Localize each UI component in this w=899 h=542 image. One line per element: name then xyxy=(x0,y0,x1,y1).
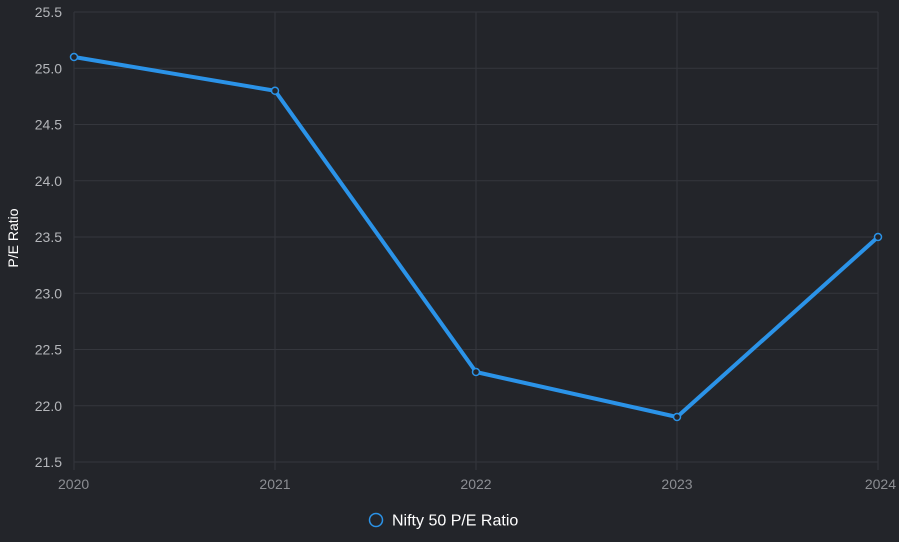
x-axis-ticks: 2020 2021 2022 2023 2024 xyxy=(58,476,896,492)
data-point[interactable] xyxy=(672,412,682,422)
legend[interactable]: Nifty 50 P/E Ratio xyxy=(368,512,519,530)
y-tick-label: 24.5 xyxy=(35,117,62,133)
x-tick-label: 2022 xyxy=(460,476,491,492)
y-axis-title: P/E Ratio xyxy=(5,208,21,267)
y-tick-label: 23.5 xyxy=(35,229,62,245)
data-point[interactable] xyxy=(471,367,481,377)
grid-lines xyxy=(73,11,879,470)
y-tick-label: 21.5 xyxy=(35,454,62,470)
x-tick-label: 2023 xyxy=(661,476,692,492)
y-tick-label: 25.5 xyxy=(35,4,62,20)
y-tick-label: 25.0 xyxy=(35,60,62,76)
y-tick-label: 22.5 xyxy=(35,342,62,358)
y-tick-label: 23.0 xyxy=(35,285,62,301)
legend-label: Nifty 50 P/E Ratio xyxy=(392,513,518,530)
y-tick-label: 24.0 xyxy=(35,173,62,189)
data-point[interactable] xyxy=(69,52,79,62)
series-layer xyxy=(69,52,883,422)
data-point[interactable] xyxy=(873,232,883,242)
x-tick-label: 2021 xyxy=(259,476,290,492)
x-tick-label: 2024 xyxy=(865,476,896,492)
y-axis-ticks: 21.5 22.0 22.5 23.0 23.5 24.0 24.5 25.0 25.5 xyxy=(35,4,62,470)
legend-marker-icon xyxy=(368,512,384,528)
data-point[interactable] xyxy=(270,86,280,95)
x-tick-label: 2020 xyxy=(58,476,89,492)
y-tick-label: 22.0 xyxy=(35,398,62,414)
